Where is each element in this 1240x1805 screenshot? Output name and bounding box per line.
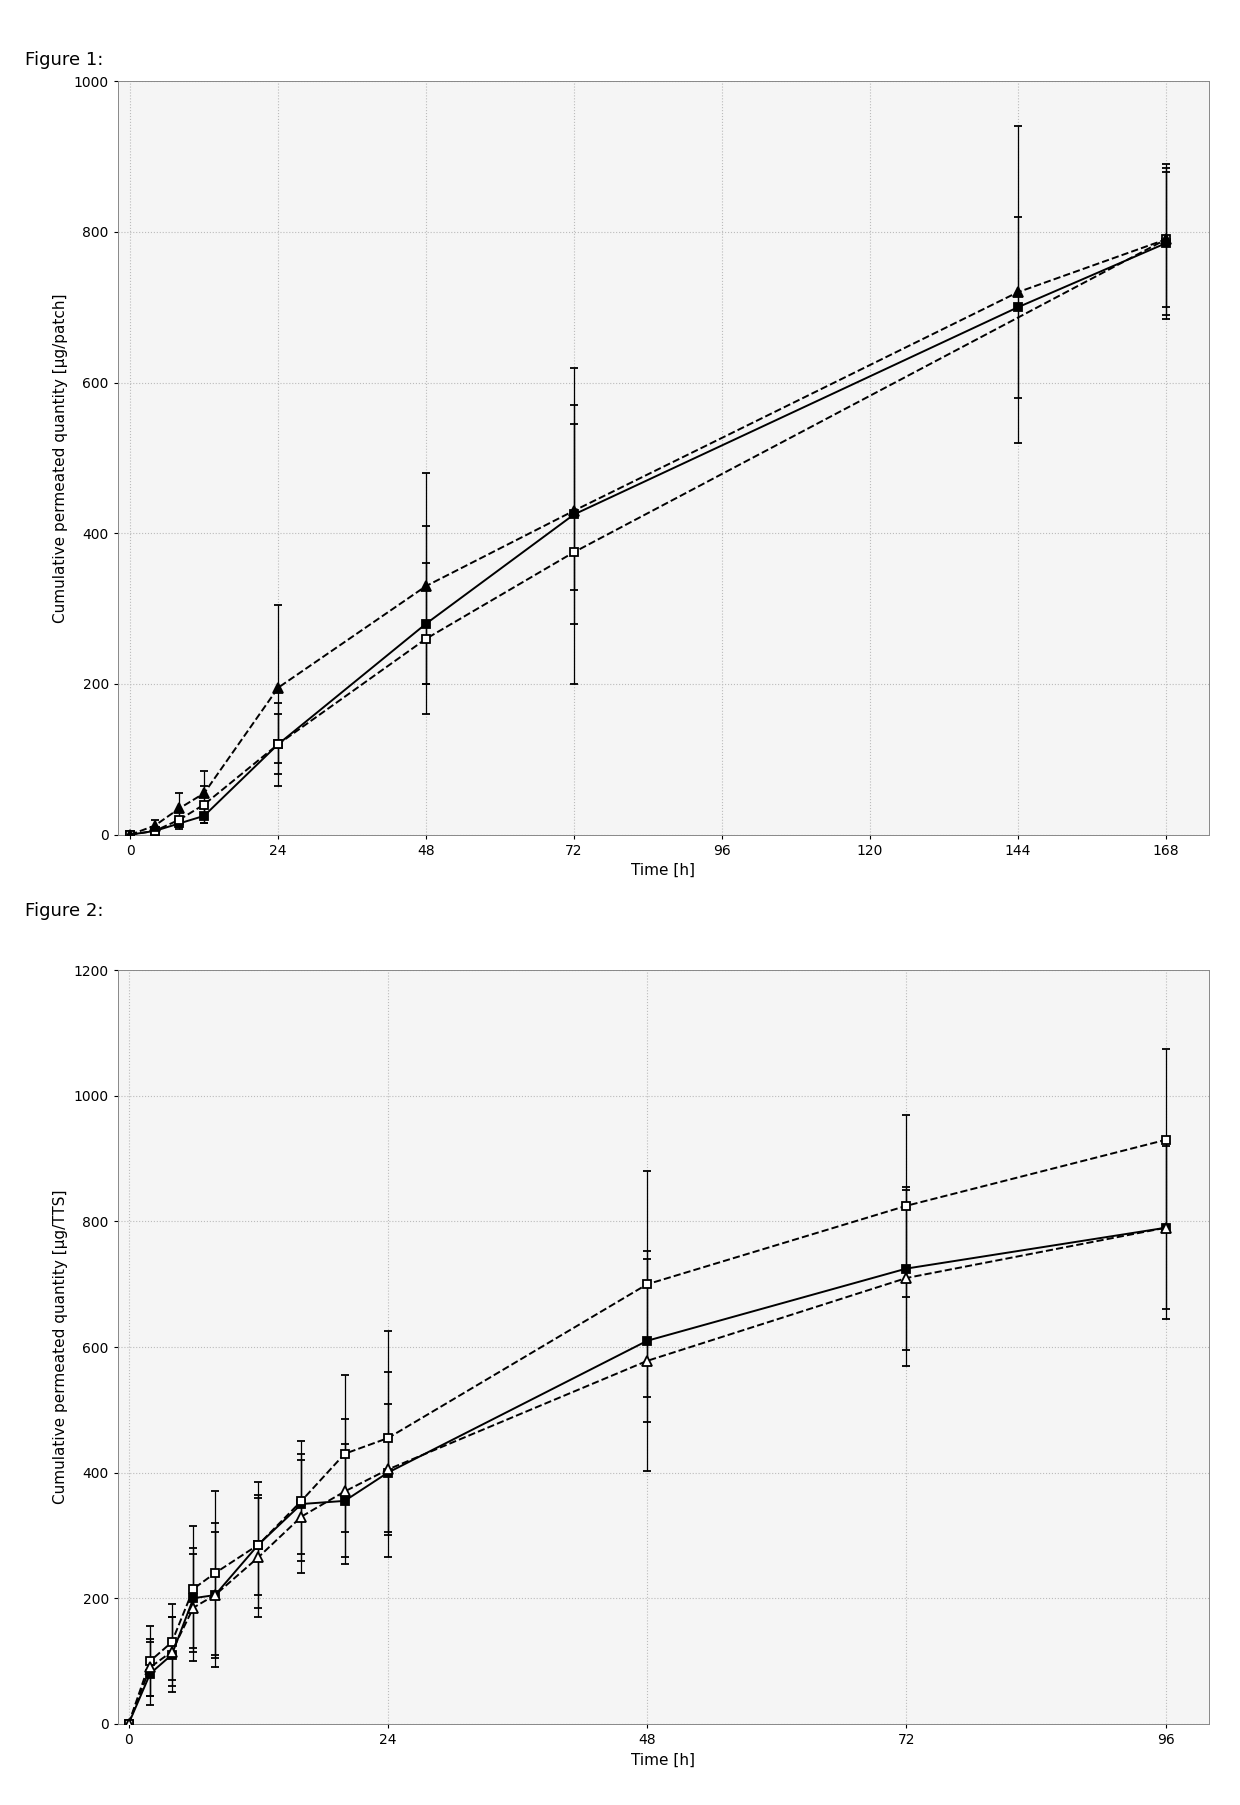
X-axis label: Time [h]: Time [h] [631,1753,696,1767]
Text: Figure 1:: Figure 1: [25,51,103,69]
Text: Figure 2:: Figure 2: [25,902,103,921]
X-axis label: Time [h]: Time [h] [631,863,696,879]
Y-axis label: Cumulative permeated quantity [µg/TTS]: Cumulative permeated quantity [µg/TTS] [53,1189,68,1504]
Y-axis label: Cumulative permeated quantity [µg/patch]: Cumulative permeated quantity [µg/patch] [53,292,68,623]
